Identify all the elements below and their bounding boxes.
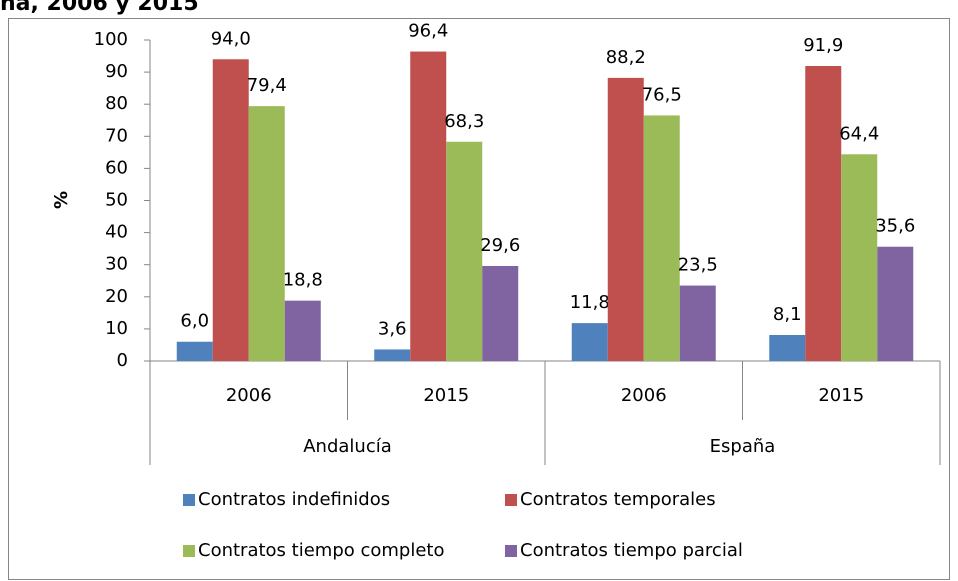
data-label: 64,4 [839,123,879,144]
legend-swatch [505,494,517,506]
bar [410,51,447,361]
bar [769,334,806,361]
bar [482,265,519,361]
y-tick-label: 40 [105,222,128,243]
bar [841,154,878,361]
legend-label: Contratos tiempo completo [198,540,445,561]
x-tick-label: 2015 [423,385,469,406]
bar [446,141,483,361]
y-axis-label: % [51,191,72,209]
data-label: 96,4 [408,21,448,42]
x-tick-label: 2006 [621,385,667,406]
data-label: 6,0 [180,311,209,332]
legend-label: Contratos temporales [520,489,716,510]
data-label: 68,3 [444,111,484,132]
bar [284,300,321,361]
legend-label: Contratos indefinidos [198,489,390,510]
data-label: 23,5 [678,255,718,276]
data-label: 91,9 [803,35,843,56]
bar [643,115,680,361]
data-label: 94,0 [211,28,251,49]
y-tick-label: 90 [105,61,128,82]
chart-title: ña, 2006 y 2015 [0,0,199,16]
legend-label: Contratos tiempo parcial [520,540,743,561]
y-tick-label: 30 [105,254,128,275]
y-tick-label: 50 [105,190,128,211]
y-tick-label: 10 [105,318,128,339]
x-tick-label: 2015 [818,385,864,406]
data-label: 29,6 [480,235,520,256]
data-label: 88,2 [606,47,646,68]
bar [877,246,914,361]
y-tick-label: 20 [105,286,128,307]
group-label: España [710,436,776,457]
bar [374,349,411,361]
bar [176,341,213,361]
bar [679,285,716,361]
bar [805,66,842,361]
legend-swatch [505,545,517,557]
y-tick-label: 70 [105,125,128,146]
y-tick-label: 60 [105,157,128,178]
data-label: 18,8 [283,270,323,291]
bar [607,77,644,362]
data-label: 35,6 [875,216,915,237]
data-label: 11,8 [570,292,610,313]
data-label: 8,1 [773,304,802,325]
y-tick-label: 0 [117,350,128,371]
data-label: 76,5 [642,84,682,105]
bar [212,59,249,361]
data-label: 3,6 [378,318,407,339]
legend-swatch [183,494,195,506]
y-tick-label: 80 [105,93,128,114]
bar [248,106,285,361]
bar [571,323,608,361]
y-tick-label: 100 [94,29,128,50]
legend-swatch [183,545,195,557]
data-label: 79,4 [247,75,287,96]
group-label: Andalucía [303,436,392,457]
x-tick-label: 2006 [226,385,272,406]
